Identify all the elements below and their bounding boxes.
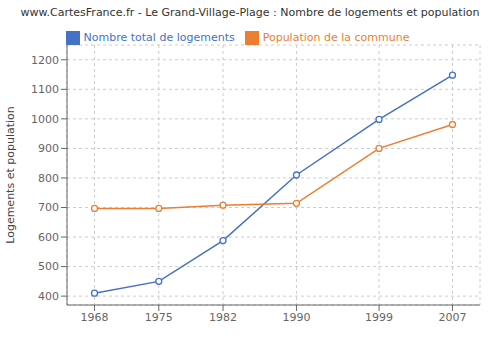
svg-text:700: 700 [38,201,59,214]
svg-text:1968: 1968 [81,311,109,324]
svg-text:800: 800 [38,172,59,185]
svg-text:1100: 1100 [31,83,59,96]
html-text:Nombre total de logements: Nombre total de logements [83,31,235,44]
svg-text:1200: 1200 [31,54,59,67]
svg-text:1990: 1990 [282,311,310,324]
svg-text:1000: 1000 [31,113,59,126]
svg-text:1999: 1999 [365,311,393,324]
svg-text:2007: 2007 [438,311,466,324]
svg-text:1982: 1982 [209,311,237,324]
svg-text:400: 400 [38,290,59,303]
svg-text:900: 900 [38,142,59,155]
svg-text:1975: 1975 [145,311,173,324]
html-text:Population de la commune: Population de la commune [262,31,410,44]
svg-text:600: 600 [38,231,59,244]
html-text:www.CartesFrance.fr - Le Grand: www.CartesFrance.fr - Le Grand-Village-P… [20,6,480,19]
svg-text:Logements et population: Logements et population [8,106,17,244]
svg-text:500: 500 [38,260,59,273]
